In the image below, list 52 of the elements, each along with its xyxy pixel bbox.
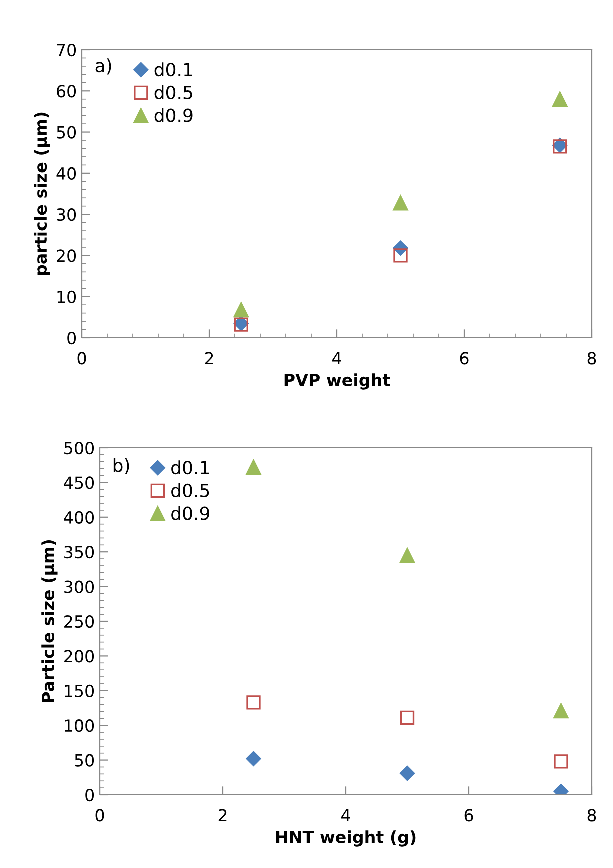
point xyxy=(400,710,415,726)
legend-label: d0.1 xyxy=(154,62,192,77)
y-tick-label: 30 xyxy=(57,208,76,222)
point xyxy=(246,751,262,766)
x-tick-label: 2 xyxy=(205,352,214,365)
y-tick-label: 0 xyxy=(68,332,76,345)
x-tick-label: 2 xyxy=(218,809,227,822)
y-tick-label: 350 xyxy=(64,546,94,559)
y-tick-label: 60 xyxy=(57,85,76,98)
y-tick-label: 150 xyxy=(65,684,94,698)
annotation: b) xyxy=(114,458,130,475)
legend-label: d0.9 xyxy=(154,108,193,122)
point xyxy=(400,548,416,564)
y-axis-title: Particle size (μm) xyxy=(42,540,58,702)
y-tick-label: 100 xyxy=(65,720,94,732)
y-tick-label: 500 xyxy=(64,442,94,455)
y-axis-title: particle size (μm) xyxy=(34,112,50,276)
y-tick-label: 10 xyxy=(58,290,76,304)
y-tick-label: 70 xyxy=(57,44,76,57)
point xyxy=(394,248,408,263)
x-axis-title: PVP weight xyxy=(284,374,390,390)
point xyxy=(393,195,408,211)
y-tick-label: 250 xyxy=(64,615,94,628)
y-tick-label: 300 xyxy=(64,580,94,594)
point xyxy=(554,754,568,769)
legend-label: d0.9 xyxy=(172,506,210,520)
point xyxy=(246,696,261,710)
y-tick-label: 450 xyxy=(64,476,94,490)
x-tick-label: 4 xyxy=(332,352,342,365)
legend-label: d0.1 xyxy=(172,460,210,475)
x-tick-label: 8 xyxy=(588,809,596,822)
x-tick-label: 0 xyxy=(96,809,104,822)
y-tick-label: 40 xyxy=(56,167,76,180)
point xyxy=(234,302,250,318)
x-tick-label: 6 xyxy=(464,809,474,822)
y-tick-label: 50 xyxy=(75,754,94,767)
x-tick-label: 8 xyxy=(588,352,596,365)
point xyxy=(400,766,416,782)
y-tick-label: 400 xyxy=(64,511,94,524)
y-tick-label: 50 xyxy=(57,126,76,139)
point xyxy=(246,460,262,476)
x-tick-label: 6 xyxy=(460,352,469,365)
annotation: a) xyxy=(96,58,112,75)
y-tick-label: 0 xyxy=(86,788,94,802)
legend-label: d0.5 xyxy=(154,86,192,100)
y-tick-label: 20 xyxy=(57,250,76,262)
point xyxy=(552,92,568,108)
point xyxy=(554,703,569,719)
x-tick-label: 4 xyxy=(342,809,350,822)
y-tick-label: 200 xyxy=(64,650,94,663)
x-axis-title: HNT weight (g) xyxy=(276,830,416,847)
legend-label: d0.5 xyxy=(172,484,210,498)
